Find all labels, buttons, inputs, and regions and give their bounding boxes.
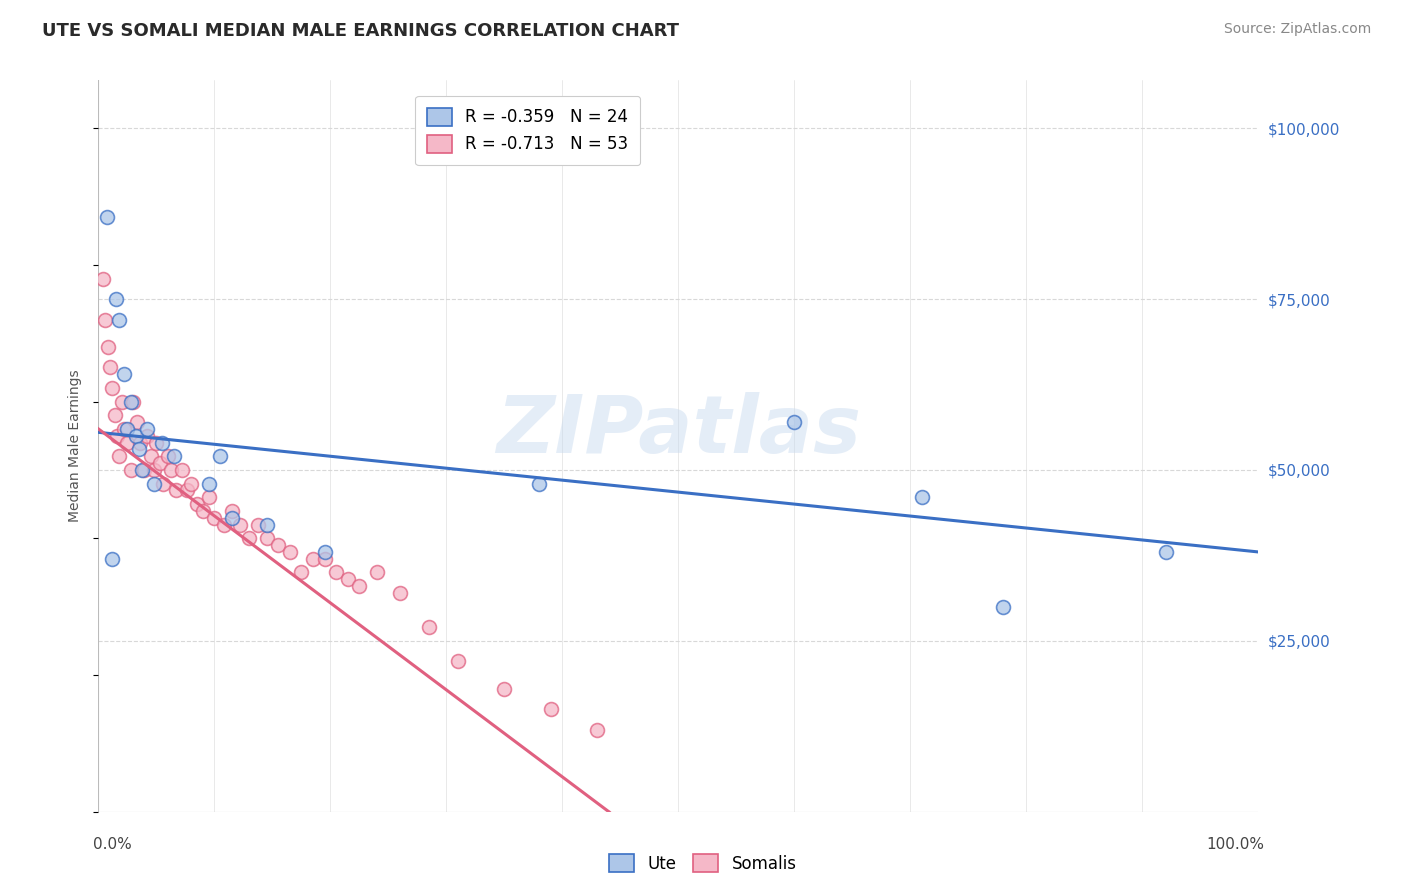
- Point: [149, 456, 172, 470]
- Point: [204, 510, 226, 524]
- Point: [112, 368, 135, 382]
- Point: [122, 394, 145, 409]
- Point: [131, 463, 153, 477]
- Point: [290, 566, 312, 580]
- Point: [586, 723, 609, 737]
- Point: [278, 545, 301, 559]
- Point: [1154, 545, 1177, 559]
- Point: [191, 504, 214, 518]
- Text: 0.0%: 0.0%: [93, 838, 131, 853]
- Point: [157, 449, 180, 463]
- Legend: R = -0.359   N = 24, R = -0.713   N = 53: R = -0.359 N = 24, R = -0.713 N = 53: [415, 96, 640, 165]
- Point: [163, 449, 186, 463]
- Point: [494, 681, 516, 696]
- Point: [529, 476, 551, 491]
- Point: [136, 429, 159, 443]
- Point: [388, 586, 412, 600]
- Point: [256, 531, 278, 545]
- Point: [117, 422, 139, 436]
- Point: [267, 538, 290, 552]
- Point: [302, 551, 325, 566]
- Point: [993, 599, 1015, 614]
- Point: [101, 551, 124, 566]
- Text: 100.0%: 100.0%: [1206, 838, 1264, 853]
- Text: UTE VS SOMALI MEDIAN MALE EARNINGS CORRELATION CHART: UTE VS SOMALI MEDIAN MALE EARNINGS CORRE…: [42, 22, 679, 40]
- Point: [165, 483, 187, 498]
- Point: [104, 409, 127, 423]
- Point: [209, 449, 232, 463]
- Point: [98, 360, 121, 375]
- Point: [129, 435, 152, 450]
- Point: [108, 449, 131, 463]
- Point: [349, 579, 371, 593]
- Point: [336, 572, 359, 586]
- Point: [314, 551, 336, 566]
- Point: [229, 517, 252, 532]
- Point: [197, 476, 219, 491]
- Point: [94, 312, 117, 326]
- Point: [247, 517, 270, 532]
- Point: [124, 429, 146, 443]
- Point: [911, 490, 934, 504]
- Point: [150, 435, 173, 450]
- Text: Source: ZipAtlas.com: Source: ZipAtlas.com: [1223, 22, 1371, 37]
- Point: [170, 463, 193, 477]
- Point: [256, 517, 278, 532]
- Point: [186, 497, 208, 511]
- Point: [366, 566, 388, 580]
- Point: [540, 702, 562, 716]
- Point: [325, 566, 347, 580]
- Point: [314, 545, 336, 559]
- Point: [112, 422, 135, 436]
- Point: [197, 490, 219, 504]
- Point: [176, 483, 198, 498]
- Point: [105, 429, 128, 443]
- Point: [96, 210, 118, 224]
- Point: [152, 476, 174, 491]
- Point: [160, 463, 183, 477]
- Point: [132, 463, 155, 477]
- Point: [125, 415, 148, 429]
- Point: [101, 381, 124, 395]
- Point: [108, 312, 131, 326]
- Point: [97, 340, 120, 354]
- Point: [104, 292, 127, 306]
- Point: [136, 422, 159, 436]
- Point: [139, 449, 162, 463]
- Point: [145, 435, 167, 450]
- Point: [238, 531, 260, 545]
- Point: [120, 463, 142, 477]
- Point: [117, 435, 139, 450]
- Text: ZIPatlas: ZIPatlas: [496, 392, 860, 470]
- Point: [91, 271, 114, 285]
- Point: [128, 442, 150, 457]
- Y-axis label: Median Male Earnings: Median Male Earnings: [69, 369, 83, 523]
- Point: [447, 654, 470, 668]
- Point: [783, 415, 806, 429]
- Point: [143, 476, 166, 491]
- Point: [180, 476, 202, 491]
- Point: [221, 504, 243, 518]
- Point: [221, 510, 243, 524]
- Point: [143, 463, 166, 477]
- Point: [212, 517, 235, 532]
- Point: [418, 620, 440, 634]
- Point: [111, 394, 132, 409]
- Legend: Ute, Somalis: Ute, Somalis: [603, 847, 803, 880]
- Point: [120, 394, 142, 409]
